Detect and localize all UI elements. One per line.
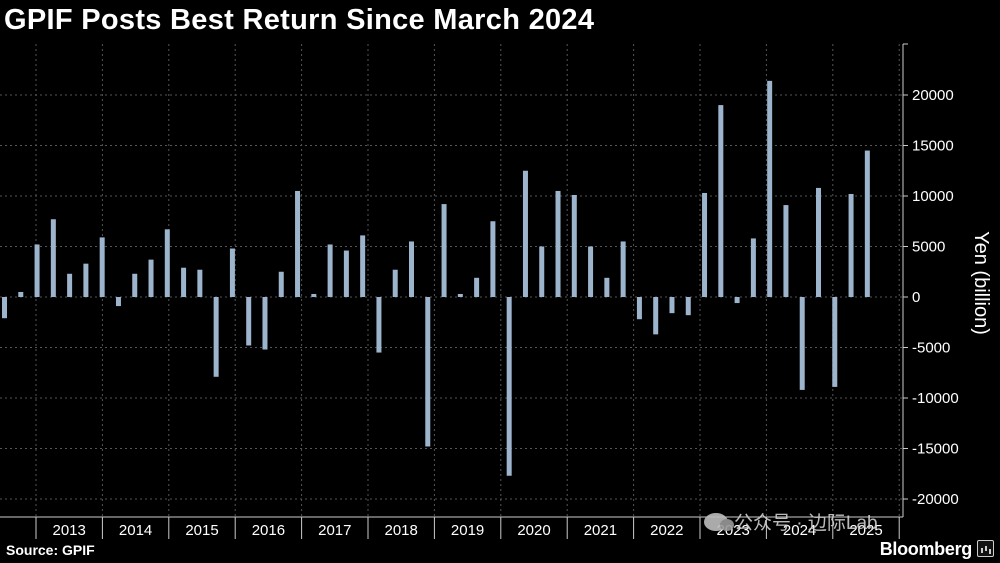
wechat-icon (704, 512, 734, 531)
bar (702, 192, 708, 297)
x-tick-label: 2019 (451, 522, 484, 539)
bar (522, 170, 528, 297)
bar (571, 194, 577, 297)
bar (864, 150, 870, 297)
bar (848, 193, 854, 297)
x-tick-label: 2015 (185, 522, 218, 539)
bar (376, 297, 382, 353)
bar (229, 248, 235, 297)
bar (620, 241, 626, 297)
bar (197, 269, 203, 297)
bar-chart-icon (977, 540, 994, 557)
bar (392, 269, 398, 297)
bar (295, 190, 301, 297)
bar (441, 204, 447, 297)
bar (2, 297, 7, 319)
bar (832, 297, 838, 387)
bar (262, 297, 268, 350)
y-tick-label: 10000 (912, 188, 954, 205)
y-tick-label: 5000 (912, 239, 945, 256)
bars-group (2, 80, 870, 476)
bar (83, 263, 89, 297)
bar (816, 187, 821, 297)
bar (636, 297, 642, 320)
x-tick-label: 2022 (650, 522, 683, 539)
x-tick-label: 2025 (849, 522, 882, 539)
x-tick-label: 2016 (252, 522, 285, 539)
bar (181, 267, 187, 297)
y-tick-label: -15000 (912, 441, 959, 458)
bar (555, 190, 561, 297)
bar (685, 297, 691, 316)
bar (18, 291, 24, 297)
bar (99, 237, 105, 297)
bar (148, 259, 154, 297)
y-tick-label: 15000 (912, 138, 954, 155)
x-tick-label: 2017 (318, 522, 351, 539)
bar (750, 238, 756, 297)
x-axis: 2013 2014 2015 2016 2017 2018 2019 2020 2021 2022… (0, 516, 903, 539)
bar (783, 205, 789, 297)
y-tick-label: -5000 (912, 340, 950, 357)
x-tick-label: 2013 (53, 522, 86, 539)
source-note: Source: GPIF (6, 542, 95, 558)
bar (409, 241, 414, 297)
bar (343, 250, 349, 297)
bar (360, 235, 366, 297)
bar (34, 244, 40, 297)
bar (425, 297, 431, 447)
bar (115, 297, 121, 307)
x-tick-label: 2021 (584, 522, 617, 539)
bar (669, 297, 675, 314)
x-tick-label: 2014 (119, 522, 152, 539)
y-tick-label: -20000 (912, 491, 959, 508)
bar (311, 293, 317, 297)
brand-logo: Bloomberg (879, 539, 973, 559)
bar (278, 271, 284, 297)
bar (50, 219, 56, 297)
chart-title: GPIF Posts Best Return Since March 2024 (4, 4, 595, 36)
bar (246, 297, 252, 346)
y-axis: -20000 -15000 -10000 -5000 0 5000 10000 15000 20… (902, 43, 959, 517)
bar (767, 80, 773, 297)
bar (490, 221, 496, 297)
bar (604, 277, 610, 297)
bar (67, 273, 73, 297)
y-axis-label: Yen (billion) (970, 231, 992, 335)
bar (734, 297, 740, 304)
x-tick-label: 2020 (517, 522, 550, 539)
bar (799, 297, 805, 390)
bar (474, 277, 480, 297)
y-tick-label: -10000 (912, 390, 959, 407)
bar (588, 246, 594, 297)
bar (164, 229, 170, 297)
y-tick-label: 20000 (912, 87, 954, 104)
bar (539, 246, 545, 297)
bar (327, 244, 333, 297)
bar (506, 297, 512, 476)
y-tick-label: 0 (912, 289, 920, 306)
x-tick-label: 2024 (783, 522, 816, 539)
bar (718, 105, 724, 297)
bar (213, 297, 219, 377)
watermark-text: 公众号 · 边际Lab (734, 513, 878, 534)
bar (457, 293, 463, 297)
bar (132, 273, 138, 297)
bar (653, 297, 659, 335)
watermark: 公众号 · 边际Lab (704, 508, 878, 535)
x-tick-label: 2018 (385, 522, 418, 539)
